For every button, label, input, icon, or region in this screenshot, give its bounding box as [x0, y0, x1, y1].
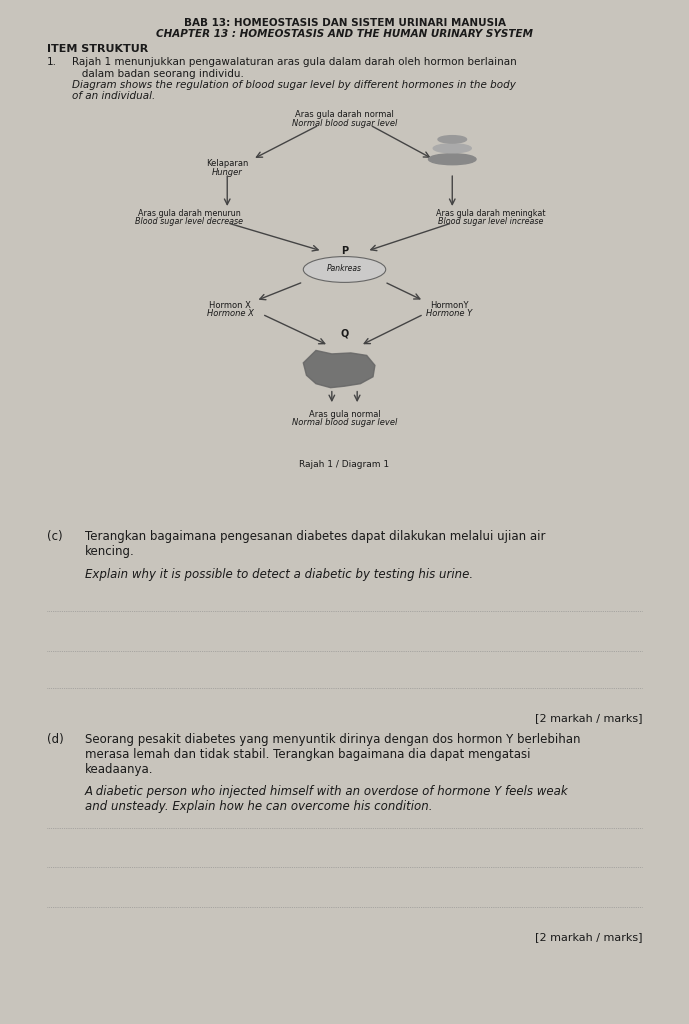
Text: Hunger: Hunger	[212, 168, 243, 177]
Text: Diagram shows the regulation of blood sugar level by different hormones in the b: Diagram shows the regulation of blood su…	[72, 80, 516, 101]
Text: Blood sugar level increase: Blood sugar level increase	[438, 217, 543, 226]
Text: Aras gula darah meningkat: Aras gula darah meningkat	[435, 209, 545, 218]
Ellipse shape	[433, 143, 471, 153]
Text: CHAPTER 13 : HOMEOSTASIS AND THE HUMAN URINARY SYSTEM: CHAPTER 13 : HOMEOSTASIS AND THE HUMAN U…	[156, 29, 533, 39]
Text: (c): (c)	[47, 529, 62, 543]
Text: Explain why it is possible to detect a diabetic by testing his urine.: Explain why it is possible to detect a d…	[85, 567, 473, 581]
Polygon shape	[303, 350, 375, 388]
Ellipse shape	[429, 154, 476, 165]
Text: Pankreas: Pankreas	[327, 264, 362, 273]
Text: Hormon X: Hormon X	[209, 301, 251, 310]
Text: Aras gula normal: Aras gula normal	[309, 410, 380, 419]
Text: Hormone X: Hormone X	[207, 308, 254, 317]
Text: Aras gula darah normal: Aras gula darah normal	[295, 110, 394, 119]
Text: 1.: 1.	[47, 57, 56, 68]
Text: [2 markah / marks]: [2 markah / marks]	[535, 714, 642, 723]
Text: A diabetic person who injected himself with an overdose of hormone Y feels weak
: A diabetic person who injected himself w…	[85, 785, 568, 813]
Text: Normal blood sugar level: Normal blood sugar level	[292, 418, 397, 427]
Text: Blood sugar level decrease: Blood sugar level decrease	[135, 217, 243, 226]
Text: [2 markah / marks]: [2 markah / marks]	[535, 932, 642, 942]
Text: Rajah 1 menunjukkan pengawalaturan aras gula dalam darah oleh hormon berlainan
 : Rajah 1 menunjukkan pengawalaturan aras …	[72, 57, 517, 79]
Ellipse shape	[303, 257, 386, 283]
Text: Q: Q	[340, 328, 349, 338]
Ellipse shape	[438, 135, 466, 143]
Text: ITEM STRUKTUR: ITEM STRUKTUR	[47, 44, 148, 54]
Text: HormonY: HormonY	[430, 301, 469, 310]
Text: Rajah 1 / Diagram 1: Rajah 1 / Diagram 1	[300, 460, 389, 469]
Text: Normal blood sugar level: Normal blood sugar level	[292, 119, 397, 128]
Text: Aras gula darah menurun: Aras gula darah menurun	[138, 209, 240, 218]
Text: Kelaparan: Kelaparan	[206, 159, 249, 168]
Text: Hormone Y: Hormone Y	[426, 308, 472, 317]
Text: Terangkan bagaimana pengesanan diabetes dapat dilakukan melalui ujian air
kencin: Terangkan bagaimana pengesanan diabetes …	[85, 529, 545, 557]
Text: (d): (d)	[47, 733, 63, 746]
Text: P: P	[341, 246, 348, 256]
Text: Seorang pesakit diabetes yang menyuntik dirinya dengan dos hormon Y berlebihan
m: Seorang pesakit diabetes yang menyuntik …	[85, 733, 580, 776]
Text: BAB 13: HOMEOSTASIS DAN SISTEM URINARI MANUSIA: BAB 13: HOMEOSTASIS DAN SISTEM URINARI M…	[183, 17, 506, 28]
